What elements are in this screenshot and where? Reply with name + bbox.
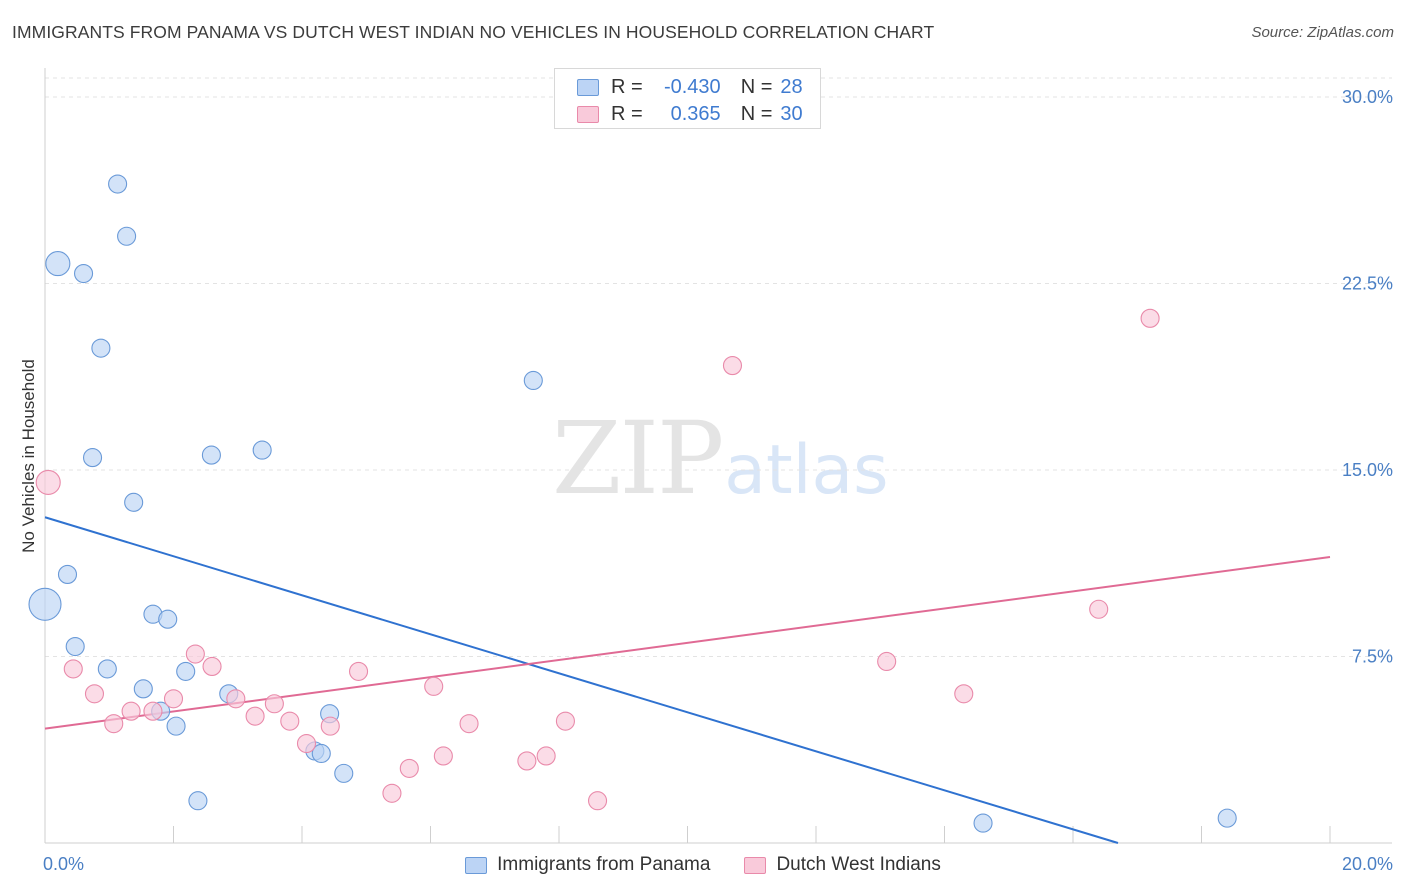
point-dutch <box>382 783 402 803</box>
y-tick-label: 15.0% <box>1342 460 1393 480</box>
point-dutch <box>399 758 419 778</box>
point-panama <box>65 637 85 657</box>
point-dutch <box>459 714 479 734</box>
legend-n-value: 30 <box>780 102 803 125</box>
point-dutch <box>84 684 105 704</box>
series-swatch-dutch <box>744 856 767 874</box>
point-panama <box>973 813 993 833</box>
legend-n-label: N = <box>740 75 773 98</box>
point-dutch <box>104 714 124 734</box>
y-axis-label: No Vehicles in Household <box>19 359 38 553</box>
x-tick-label: 20.0% <box>1342 854 1393 874</box>
point-panama <box>74 264 94 284</box>
point-panama <box>133 679 153 699</box>
x-tick-label: 0.0% <box>43 854 84 874</box>
point-dutch <box>63 659 83 679</box>
point-dutch <box>163 689 184 709</box>
point-panama <box>57 564 78 584</box>
point-dutch <box>245 706 265 726</box>
legend-r-label: R = <box>611 75 643 98</box>
legend-r-value: 0.365 <box>670 102 721 125</box>
chart-title: IMMIGRANTS FROM PANAMA VS DUTCH WEST IND… <box>12 22 935 42</box>
grid-lines <box>45 77 1392 657</box>
point-dutch <box>348 661 369 681</box>
point-dutch <box>143 701 163 721</box>
legend-swatch-panama <box>577 78 599 96</box>
point-dutch <box>35 469 61 495</box>
point-panama <box>311 743 331 764</box>
point-dutch <box>320 716 340 736</box>
y-tick-label: 7.5% <box>1352 647 1393 667</box>
point-panama <box>334 763 354 783</box>
y-tick-label: 22.5% <box>1342 274 1393 294</box>
point-panama <box>97 659 117 679</box>
point-dutch <box>226 689 246 709</box>
series-label-dutch: Dutch West Indians <box>776 854 941 875</box>
point-dutch <box>722 356 743 376</box>
source-label: Source: ZipAtlas.com <box>1251 24 1394 41</box>
correlation-legend: R = -0.430 N = 28 R = 0.365 N = 30 <box>554 68 821 129</box>
series-label-panama: Immigrants from Panama <box>497 854 711 875</box>
legend-row-dutch: R = 0.365 N = 30 <box>577 102 803 126</box>
series-legend-item-dutch: Dutch West Indians <box>744 854 941 876</box>
point-dutch <box>296 733 317 754</box>
point-dutch <box>1089 599 1109 619</box>
point-dutch <box>185 644 205 664</box>
legend-n-label: N = <box>740 102 773 125</box>
series-swatch-panama <box>465 856 488 874</box>
point-dutch <box>433 746 453 766</box>
legend-r-value: -0.430 <box>663 75 721 98</box>
series-legend-item-panama: Immigrants from Panama <box>465 854 710 876</box>
point-dutch <box>954 684 974 704</box>
point-dutch <box>202 656 222 676</box>
y-tick-label: 30.0% <box>1342 87 1393 107</box>
axes <box>44 68 1392 844</box>
series-legend: Immigrants from Panama Dutch West Indian… <box>0 852 1406 878</box>
point-dutch <box>877 651 897 672</box>
point-panama <box>523 370 543 391</box>
point-dutch <box>536 746 556 766</box>
legend-row-panama: R = -0.430 N = 28 <box>577 75 803 99</box>
point-panama <box>82 448 103 468</box>
point-dutch <box>280 711 300 731</box>
tick-labels: 7.5% 15.0% 22.5% 30.0% 0.0% 20.0% <box>43 87 1393 874</box>
trend-line-dutch <box>44 556 1331 730</box>
legend-swatch-dutch <box>577 105 599 123</box>
point-dutch <box>121 701 141 721</box>
point-dutch <box>517 751 537 771</box>
point-panama <box>158 609 178 629</box>
point-dutch <box>424 676 444 696</box>
legend-n-value: 28 <box>780 75 803 98</box>
point-panama <box>117 226 137 246</box>
point-panama <box>108 174 128 194</box>
point-panama <box>166 716 186 736</box>
point-dutch <box>587 791 608 811</box>
legend-r-label: R = <box>611 102 643 125</box>
point-panama <box>201 445 221 465</box>
point-panama <box>91 338 111 358</box>
point-panama <box>188 791 208 811</box>
data-points <box>28 174 1237 833</box>
trend-lines <box>44 516 1331 844</box>
point-panama <box>28 587 62 621</box>
point-panama <box>45 251 71 277</box>
point-panama <box>124 492 144 512</box>
point-panama <box>1217 808 1237 828</box>
point-panama <box>252 440 272 460</box>
point-panama <box>176 661 196 681</box>
point-dutch <box>264 694 284 714</box>
trend-line-panama <box>44 516 1119 844</box>
point-dutch <box>555 711 575 731</box>
point-dutch <box>1140 308 1160 328</box>
